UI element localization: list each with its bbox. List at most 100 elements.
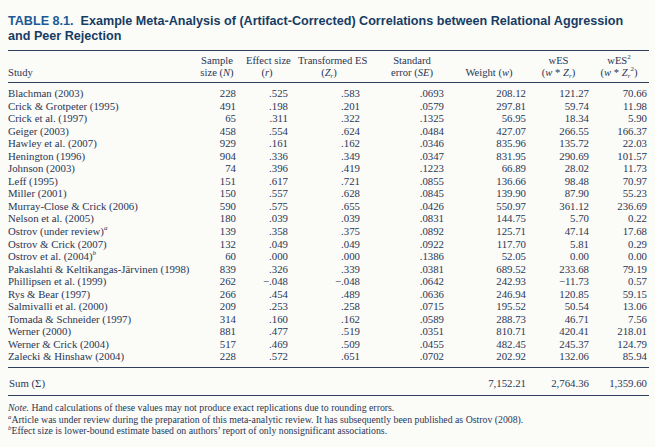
cell-wes-squared: 59.15	[591, 288, 649, 301]
table-row: Salmivalli et al. (2000)209.253.258.0715…	[8, 300, 649, 313]
cell-standard-error: .0642	[380, 275, 452, 288]
cell-transformed-es: .000	[298, 250, 380, 263]
sum-wes-squared: 1,359.60	[591, 368, 649, 396]
table-row: Phillipsen et al. (1999)262−.048−.048.06…	[8, 275, 649, 288]
study-name: Pakaslahti & Keltikangas-Järvinen (1998)	[8, 263, 198, 276]
cell-weight: 297.81	[452, 100, 528, 113]
cell-weight: 689.52	[452, 263, 528, 276]
table-row: Zalecki & Hinshaw (2004)228.572.651.0702…	[8, 350, 649, 367]
cell-weight: 482.45	[452, 338, 528, 351]
cell-sample-size: 839	[198, 263, 246, 276]
table-title: TABLE 8.1.Example Meta-Analysis of (Arti…	[8, 14, 636, 44]
cell-transformed-es: .624	[298, 125, 380, 138]
cell-standard-error: .1325	[380, 112, 452, 125]
table-row: Ostrov (under review)a139.358.375.089212…	[8, 225, 649, 238]
cell-standard-error: .0346	[380, 137, 452, 150]
cell-transformed-es: .721	[298, 175, 380, 188]
cell-wes-squared: 17.68	[591, 225, 649, 238]
cell-effect-size: .160	[246, 313, 298, 326]
cell-wes-squared: 85.94	[591, 350, 649, 367]
study-name: Ostrov (under review)a	[8, 225, 198, 238]
cell-weight: 56.95	[452, 112, 528, 125]
footnotes: Note. Hand calculations of these values …	[8, 402, 653, 437]
sum-standard-error	[380, 368, 452, 396]
cell-wes: −11.73	[528, 275, 591, 288]
cell-sample-size: 314	[198, 313, 246, 326]
footnote: Note. Hand calculations of these values …	[8, 402, 653, 414]
cell-wes: 5.81	[528, 238, 591, 251]
cell-wes: 290.69	[528, 150, 591, 163]
cell-transformed-es: .419	[298, 162, 380, 175]
cell-sample-size: 929	[198, 137, 246, 150]
cell-effect-size: .396	[246, 162, 298, 175]
cell-sample-size: 517	[198, 338, 246, 351]
cell-weight: 202.92	[452, 350, 528, 367]
cell-standard-error: .0426	[380, 200, 452, 213]
footnote-marker: a	[104, 224, 108, 232]
cell-effect-size: .336	[246, 150, 298, 163]
study-name: Hawley et al. (2007)	[8, 137, 198, 150]
cell-wes: 59.74	[528, 100, 591, 113]
cell-wes-squared: 124.79	[591, 338, 649, 351]
cell-wes: 135.72	[528, 137, 591, 150]
cell-effect-size: .617	[246, 175, 298, 188]
sum-sample-size	[198, 368, 246, 396]
cell-wes-squared: 70.66	[591, 83, 649, 100]
cell-wes: 50.54	[528, 300, 591, 313]
table-row: Ostrov & Crick (2007)132.049.049.0922117…	[8, 238, 649, 251]
cell-standard-error: .1386	[380, 250, 452, 263]
cell-weight: 144.75	[452, 212, 528, 225]
cell-transformed-es: .628	[298, 187, 380, 200]
cell-standard-error: .0579	[380, 100, 452, 113]
cell-standard-error: .0892	[380, 225, 452, 238]
cell-transformed-es: .651	[298, 350, 380, 367]
cell-transformed-es: .201	[298, 100, 380, 113]
cell-sample-size: 590	[198, 200, 246, 213]
table-footer: Sum (Σ)7,152.212,764.361,359.60	[8, 368, 649, 396]
cell-transformed-es: .583	[298, 83, 380, 100]
study-name: Leff (1995)	[8, 175, 198, 188]
cell-sample-size: 228	[198, 83, 246, 100]
column-header-effect-size: Effect size(r)	[246, 51, 298, 83]
cell-wes: 47.14	[528, 225, 591, 238]
column-header-transformed-es: Transformed ES(Zr)	[298, 51, 380, 83]
cell-sample-size: 150	[198, 187, 246, 200]
cell-wes: 233.68	[528, 263, 591, 276]
cell-effect-size: .039	[246, 212, 298, 225]
cell-standard-error: .1223	[380, 162, 452, 175]
table-row: Hawley et al. (2007)929.161.162.0346835.…	[8, 137, 649, 150]
cell-weight: 427.07	[452, 125, 528, 138]
table-row: Werner (2000)881.477.519.0351810.71420.4…	[8, 325, 649, 338]
study-name: Werner (2000)	[8, 325, 198, 338]
cell-weight: 208.12	[452, 83, 528, 100]
cell-wes: 266.55	[528, 125, 591, 138]
cell-standard-error: .0922	[380, 238, 452, 251]
cell-wes: 0.00	[528, 250, 591, 263]
study-name: Crick et al. (1997)	[8, 112, 198, 125]
page: TABLE 8.1.Example Meta-Analysis of (Arti…	[0, 0, 655, 447]
meta-analysis-table: StudySamplesize (N)Effect size(r)Transfo…	[8, 50, 649, 396]
study-name: Henington (1996)	[8, 150, 198, 163]
cell-wes-squared: 7.56	[591, 313, 649, 326]
cell-wes: 87.90	[528, 187, 591, 200]
cell-standard-error: .0715	[380, 300, 452, 313]
cell-transformed-es: .039	[298, 212, 380, 225]
cell-standard-error: .0636	[380, 288, 452, 301]
sum-wes: 2,764.36	[528, 368, 591, 396]
cell-weight: 810.71	[452, 325, 528, 338]
cell-standard-error: .0855	[380, 175, 452, 188]
cell-wes-squared: 166.37	[591, 125, 649, 138]
cell-wes-squared: 0.22	[591, 212, 649, 225]
sum-weight: 7,152.21	[452, 368, 528, 396]
cell-wes: 245.37	[528, 338, 591, 351]
cell-wes-squared: 79.19	[591, 263, 649, 276]
cell-wes: 98.48	[528, 175, 591, 188]
cell-effect-size: .049	[246, 238, 298, 251]
cell-wes-squared: 55.23	[591, 187, 649, 200]
cell-transformed-es: .049	[298, 238, 380, 251]
sum-transformed-es	[298, 368, 380, 396]
cell-standard-error: .0381	[380, 263, 452, 276]
cell-transformed-es: .519	[298, 325, 380, 338]
cell-wes: 28.02	[528, 162, 591, 175]
cell-standard-error: .0589	[380, 313, 452, 326]
